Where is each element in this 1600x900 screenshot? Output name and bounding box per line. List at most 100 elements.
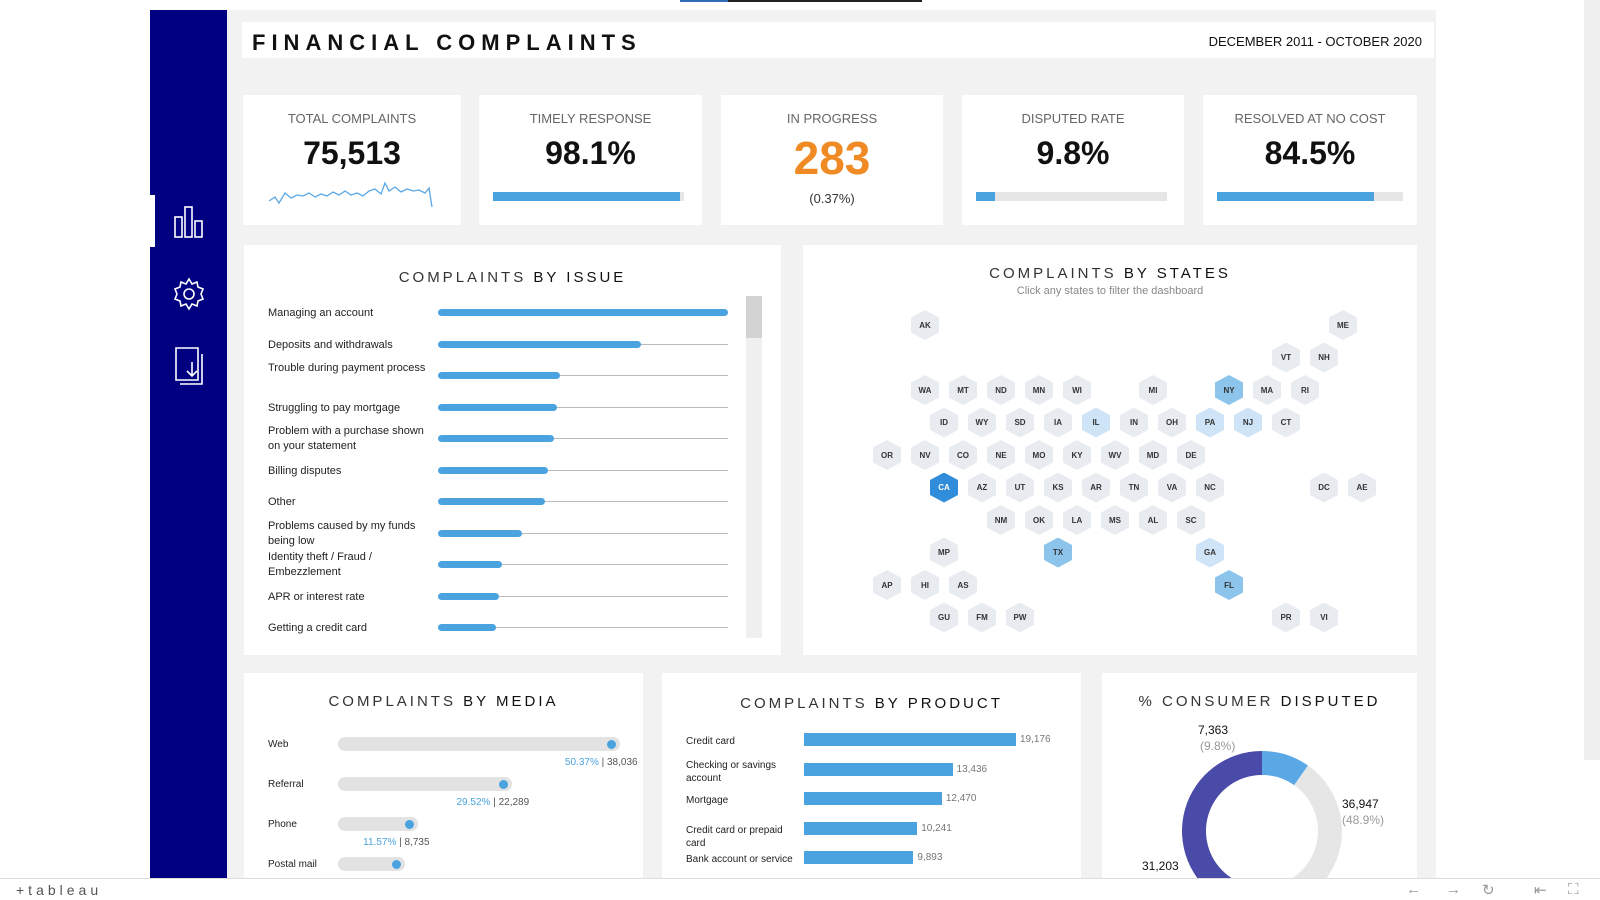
issue-row[interactable]: Deposits and withdrawals <box>268 332 738 362</box>
nav-settings-button[interactable] <box>150 268 227 320</box>
issue-bar[interactable] <box>438 403 557 411</box>
state-hex-id[interactable]: ID <box>930 407 958 438</box>
issue-bar[interactable] <box>438 466 549 474</box>
product-bar[interactable] <box>804 762 953 776</box>
state-hex-wy[interactable]: WY <box>968 407 996 438</box>
media-dot[interactable] <box>391 860 401 869</box>
state-hex-mp[interactable]: MP <box>930 537 958 568</box>
media-dot[interactable] <box>606 740 616 749</box>
kpi-total-complaints[interactable]: TOTAL COMPLAINTS 75,513 <box>243 95 461 225</box>
state-hex-hi[interactable]: HI <box>911 570 939 600</box>
nav-download-button[interactable] <box>150 340 227 392</box>
issue-row[interactable]: Trouble during payment process <box>268 362 738 393</box>
issue-row[interactable]: Identity theft / Fraud / Embezzlement <box>268 551 738 582</box>
product-row[interactable]: Bank account or service 9,893 <box>686 849 1066 879</box>
state-hex-pa[interactable]: PA <box>1196 407 1224 438</box>
kpi-in-progress[interactable]: IN PROGRESS 283 (0.37%) <box>721 95 943 225</box>
media-row[interactable]: Phone 11.57% | 8,735 <box>268 815 628 855</box>
media-row[interactable]: Web 50.37% | 38,036 <box>268 735 638 775</box>
media-dot[interactable] <box>498 780 508 789</box>
state-hex-ak[interactable]: AK <box>911 310 939 340</box>
issue-bar[interactable] <box>438 561 502 568</box>
state-hex-mi[interactable]: MI <box>1139 375 1167 405</box>
state-hex-va[interactable]: VA <box>1158 472 1186 503</box>
issue-row[interactable]: Billing disputes <box>268 458 738 488</box>
state-hex-sd[interactable]: SD <box>1006 407 1034 438</box>
issue-row[interactable]: Problems caused by my funds being low <box>268 520 738 551</box>
state-hex-ne[interactable]: NE <box>987 440 1015 470</box>
state-hex-pw[interactable]: PW <box>1006 602 1034 633</box>
nav-dashboard-button[interactable] <box>150 195 227 247</box>
media-row[interactable]: Referral 29.52% | 22,289 <box>268 775 628 815</box>
media-dot[interactable] <box>405 820 415 829</box>
state-hex-md[interactable]: MD <box>1139 440 1167 470</box>
state-hex-nj[interactable]: NJ <box>1234 407 1262 438</box>
state-hex-de[interactable]: DE <box>1177 440 1205 470</box>
media-row[interactable]: Postal mail <box>268 855 628 895</box>
state-hex-wi[interactable]: WI <box>1063 375 1091 405</box>
state-hex-tx[interactable]: TX <box>1044 537 1072 568</box>
kpi-timely-response[interactable]: TIMELY RESPONSE 98.1% <box>479 95 702 225</box>
issue-bar[interactable] <box>438 340 641 348</box>
state-hex-ks[interactable]: KS <box>1044 472 1072 503</box>
revert-icon[interactable]: ↻ <box>1482 882 1495 899</box>
state-hex-ia[interactable]: IA <box>1044 407 1072 438</box>
donut-slice-no[interactable] <box>1221 765 1342 878</box>
issue-bar[interactable] <box>438 624 496 631</box>
issue-row[interactable]: APR or interest rate <box>268 584 738 614</box>
state-hex-fl[interactable]: FL <box>1215 570 1243 600</box>
kpi-disputed-rate[interactable]: DISPUTED RATE 9.8% <box>962 95 1184 225</box>
state-hex-ca[interactable]: CA <box>930 472 958 503</box>
state-hex-oh[interactable]: OH <box>1158 407 1186 438</box>
state-hex-nc[interactable]: NC <box>1196 472 1224 503</box>
state-hex-nd[interactable]: ND <box>987 375 1015 405</box>
donut-slice-na[interactable] <box>1182 751 1262 878</box>
product-row[interactable]: Credit card or prepaid card 10,241 <box>686 820 1066 850</box>
state-hex-gu[interactable]: GU <box>930 602 958 633</box>
state-hex-fm[interactable]: FM <box>968 602 996 633</box>
state-hex-co[interactable]: CO <box>949 440 977 470</box>
state-hex-mn[interactable]: MN <box>1025 375 1053 405</box>
state-hex-ri[interactable]: RI <box>1291 375 1319 405</box>
state-hex-tn[interactable]: TN <box>1120 472 1148 503</box>
undo-icon[interactable]: ← <box>1406 881 1421 898</box>
state-hex-in[interactable]: IN <box>1120 407 1148 438</box>
issue-bar[interactable] <box>438 372 560 379</box>
state-hex-vt[interactable]: VT <box>1272 342 1300 373</box>
state-hex-wv[interactable]: WV <box>1101 440 1129 470</box>
state-hex-il[interactable]: IL <box>1082 407 1110 438</box>
state-hex-ma[interactable]: MA <box>1253 375 1281 405</box>
state-hex-ar[interactable]: AR <box>1082 472 1110 503</box>
issue-bar[interactable] <box>438 498 546 505</box>
state-hex-dc[interactable]: DC <box>1310 472 1338 503</box>
product-bar[interactable] <box>804 733 1016 746</box>
state-hex-sc[interactable]: SC <box>1177 505 1205 535</box>
state-hex-ny[interactable]: NY <box>1215 375 1243 405</box>
state-hex-ga[interactable]: GA <box>1196 537 1224 568</box>
state-hex-nm[interactable]: NM <box>987 505 1015 535</box>
issue-bar[interactable] <box>438 592 499 600</box>
state-hex-ae[interactable]: AE <box>1348 472 1376 503</box>
issue-row[interactable]: Getting a credit card <box>268 615 738 645</box>
product-row[interactable]: Checking or savings account 13,436 <box>686 760 1066 791</box>
issue-scrollbar[interactable] <box>746 296 762 638</box>
page-scrollbar[interactable] <box>1584 0 1600 760</box>
state-hex-al[interactable]: AL <box>1139 505 1167 535</box>
state-hex-mo[interactable]: MO <box>1025 440 1053 470</box>
state-hex-me[interactable]: ME <box>1329 310 1357 340</box>
state-hex-nh[interactable]: NH <box>1310 342 1338 373</box>
issue-bar[interactable] <box>438 529 523 537</box>
product-bar[interactable] <box>804 851 914 864</box>
product-row[interactable]: Mortgage 12,470 <box>686 790 1066 820</box>
redo-icon[interactable]: → <box>1446 881 1461 898</box>
issue-bar[interactable] <box>438 435 554 442</box>
product-row[interactable]: Credit card 19,176 <box>686 731 1066 761</box>
state-hex-ut[interactable]: UT <box>1006 472 1034 503</box>
state-hex-or[interactable]: OR <box>873 440 901 470</box>
issue-bar[interactable] <box>438 309 728 316</box>
state-hex-wa[interactable]: WA <box>911 375 939 405</box>
issue-row[interactable]: Managing an account <box>268 300 738 330</box>
state-hex-ct[interactable]: CT <box>1272 407 1300 438</box>
fullscreen-icon[interactable]: ⛶ <box>1568 881 1579 898</box>
issue-row[interactable]: Problem with a purchase shown on your st… <box>268 425 738 456</box>
